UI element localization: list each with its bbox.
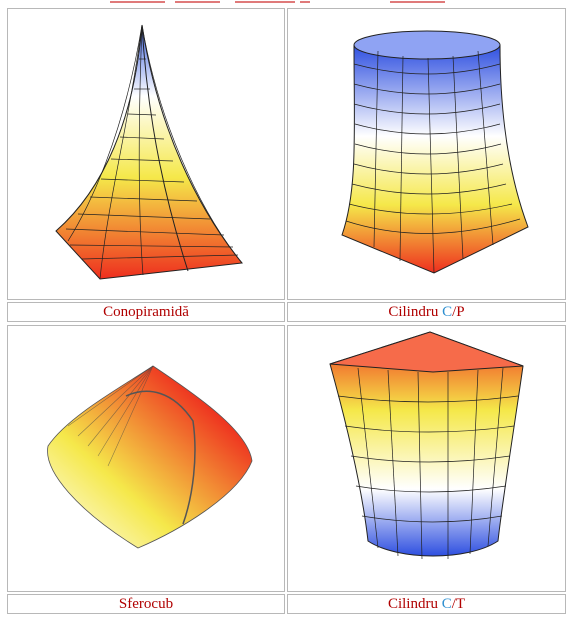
figure-cell-cilindru-cp (287, 8, 566, 300)
cilindru-ct-image (329, 331, 524, 560)
conopiramida-image (55, 24, 243, 280)
sferocub-image (47, 365, 253, 549)
figure-cell-conopiramida (7, 8, 285, 300)
caption-text: Sferocub (118, 596, 174, 612)
code-letter-b: T (455, 596, 466, 612)
caption-text: Cilindru (388, 304, 439, 320)
slash: / (452, 304, 457, 320)
caption-sferocub: Sferocub (7, 594, 285, 614)
caption-text: Cilindru (387, 596, 438, 612)
cilindru-cp-image (341, 30, 529, 274)
caption-cilindru-ct: Cilindru C/T (287, 594, 566, 614)
top-cut-off-text (0, 0, 574, 6)
code-letter-a: C (442, 304, 453, 320)
slash: / (451, 596, 456, 612)
code-letter-a: C (441, 596, 452, 612)
figure-cell-cilindru-ct (287, 325, 566, 592)
caption-text: Conopiramidă (103, 304, 189, 320)
figure-cell-sferocub (7, 325, 285, 592)
caption-conopiramida: Conopiramidă (7, 302, 285, 322)
code-letter-b: P (456, 304, 465, 320)
caption-cilindru-cp: Cilindru C/P (287, 302, 566, 322)
